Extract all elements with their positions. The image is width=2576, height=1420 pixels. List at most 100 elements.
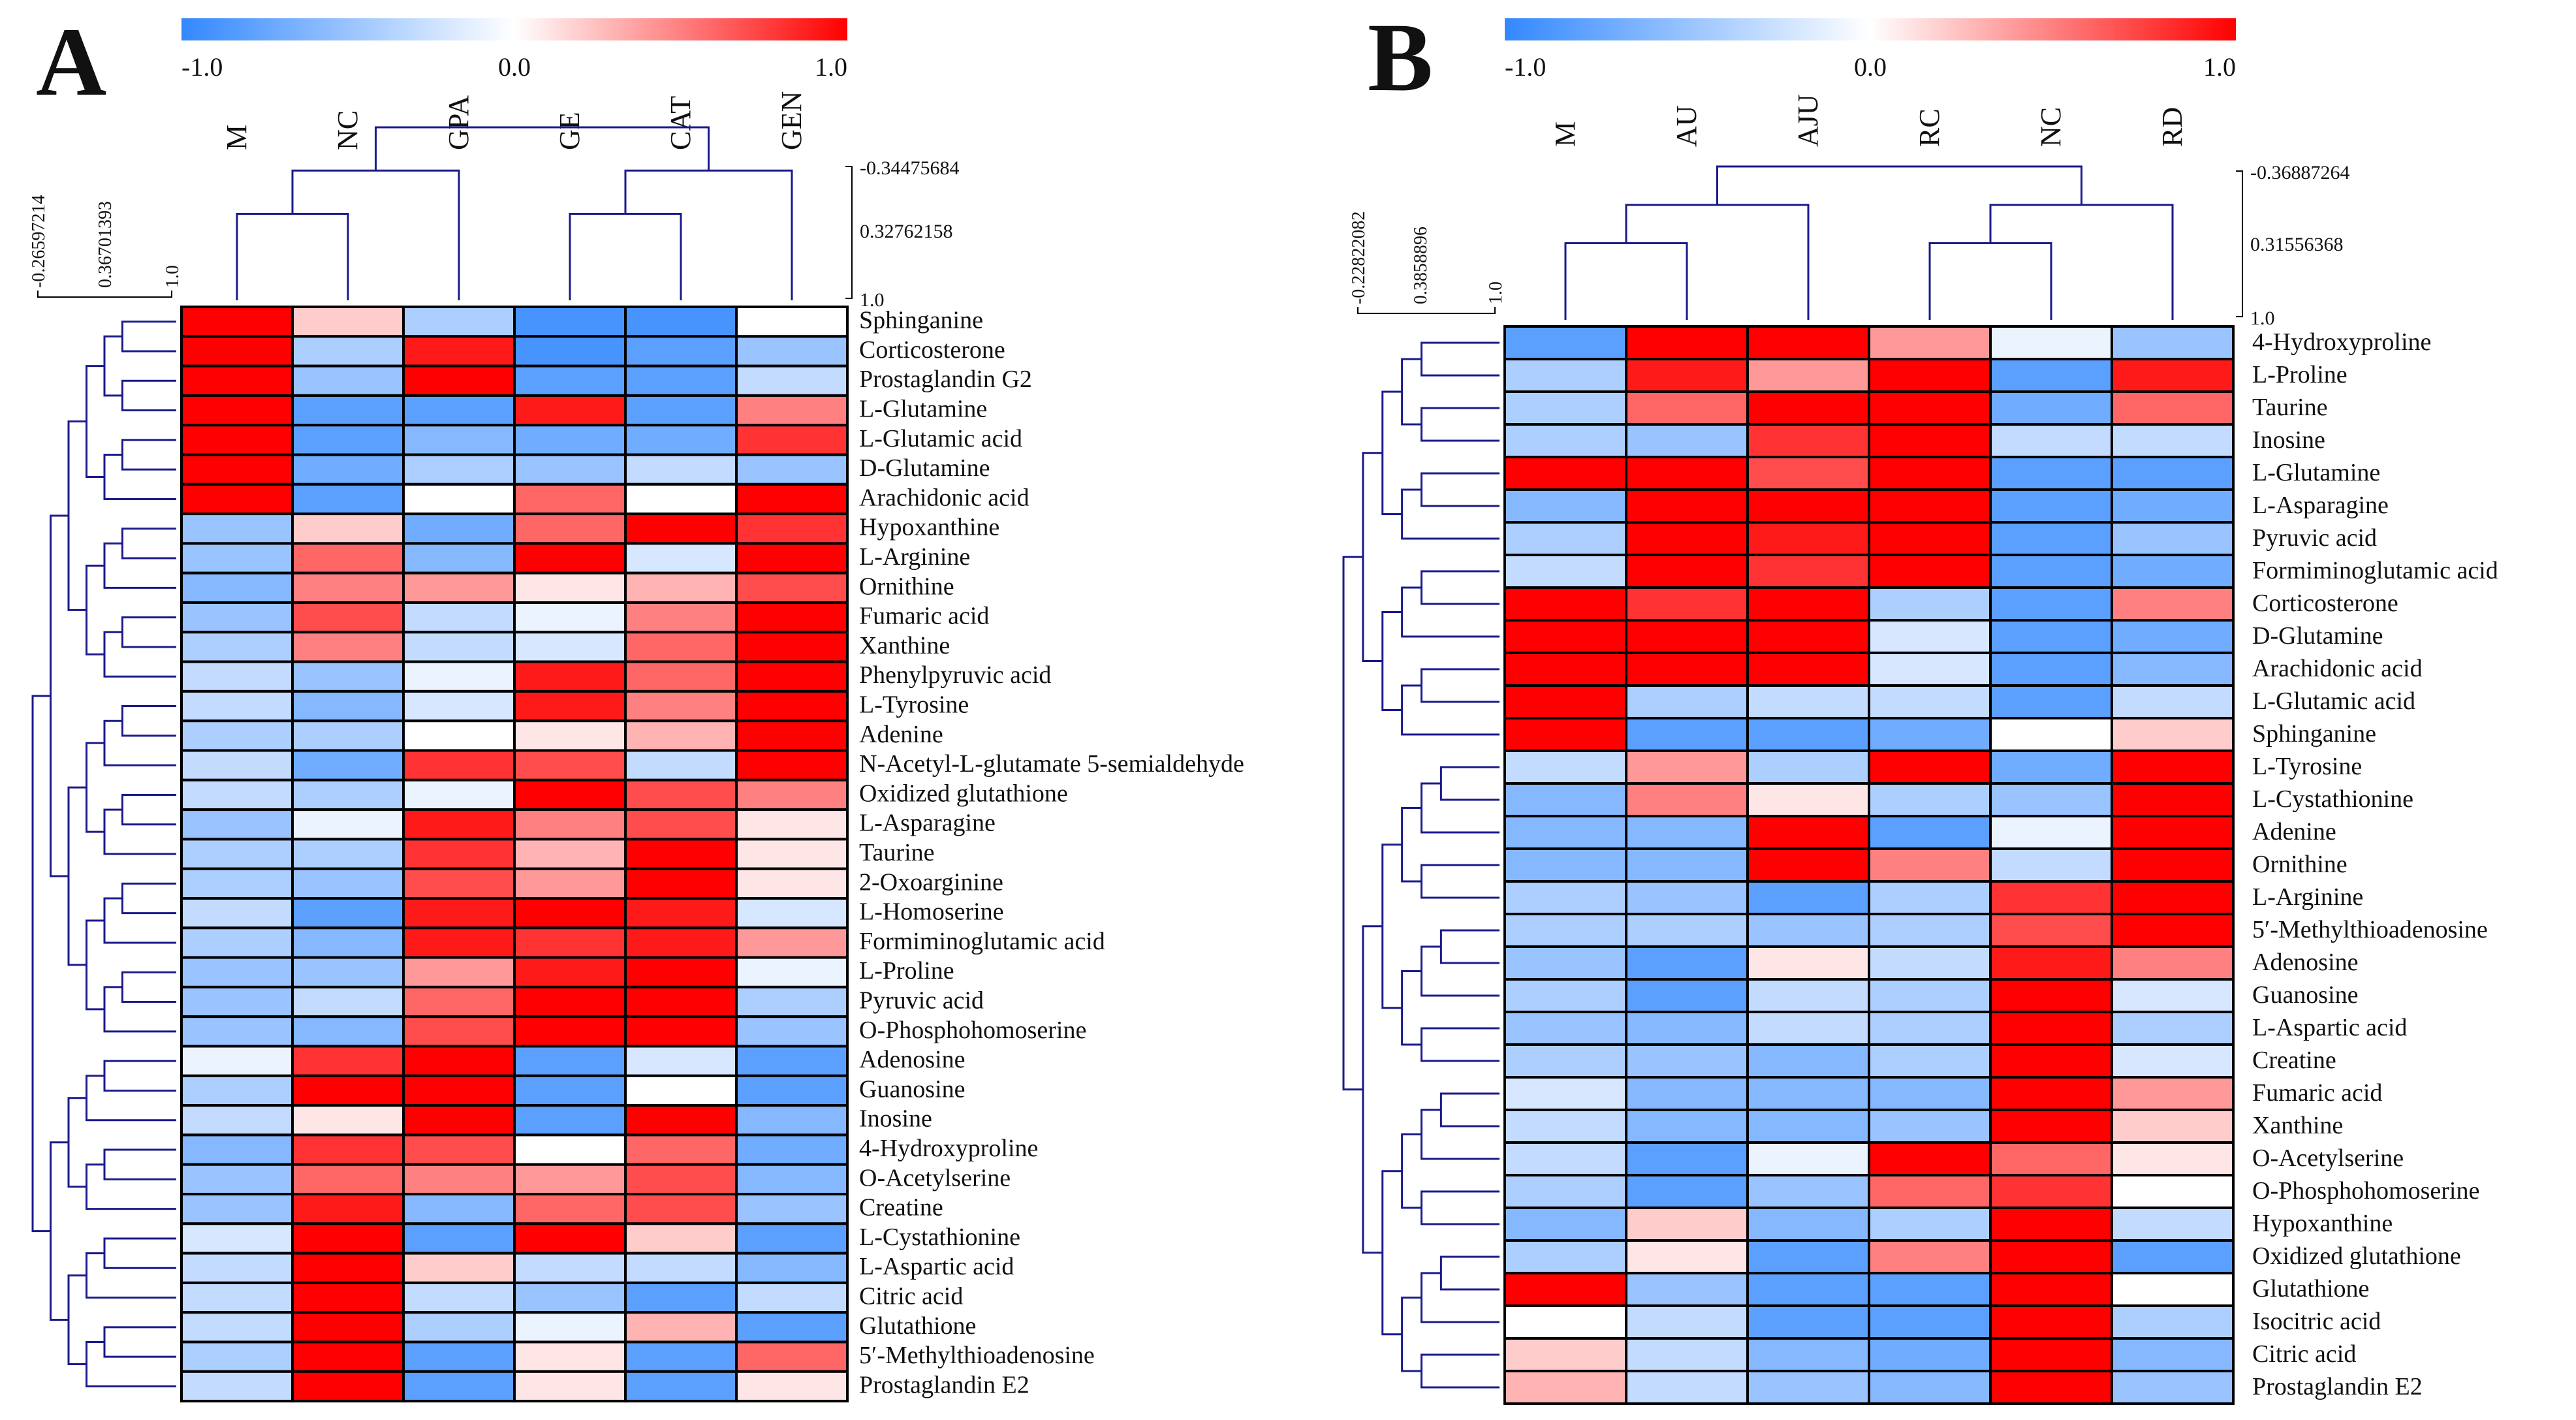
column-dendrogram-link [236,213,349,300]
heatmap-cell [1503,1174,1627,1209]
heatmap-cell [1989,488,2113,524]
heatmap-cell [180,956,294,988]
heatmap-cell [735,985,849,1018]
heatmap-cell [513,1104,627,1137]
heatmap-cell [1625,1043,1749,1079]
heatmap-cell [1503,1370,1627,1405]
heatmap-cell [291,1015,405,1048]
heatmap-cell [402,1015,516,1048]
heatmap-cell [1746,1109,1870,1144]
heatmap-cell [624,482,738,516]
column-dendrogram-link [291,169,460,300]
heatmap-cell [180,364,294,397]
heatmap-cell [1746,880,1870,915]
row-label: Guanosine [2252,981,2359,1009]
heatmap-cell [1989,1207,2113,1242]
heatmap-cell [1746,1370,1870,1405]
heatmap-cell [180,749,294,781]
heatmap-cell [2111,1141,2235,1176]
heatmap-cell [624,926,738,959]
row-dendrogram-link [86,1075,176,1122]
row-label: L-Arginine [859,543,970,571]
heatmap-cell [735,956,849,988]
row-dendrogram-link [103,631,176,678]
heatmap-cell [402,1340,516,1373]
heatmap-cell [180,1281,294,1314]
heatmap-cell [291,513,405,545]
heatmap-cell [1625,1239,1749,1274]
column-dendrogram-link [1928,242,2052,320]
row-label: Xanthine [2252,1112,2343,1139]
heatmap-cell [180,808,294,841]
heatmap-cell [1746,749,1870,785]
row-label: Sphinganine [859,307,983,334]
row-label: L-Glutamic acid [859,425,1022,452]
heatmap-cell [180,1340,294,1373]
heatmap-cell [513,306,627,338]
heatmap-cell [1503,423,1627,458]
heatmap-cell [291,985,405,1018]
heatmap-cell [735,1104,849,1137]
heatmap-cell [1503,880,1627,915]
heatmap-cell [624,838,738,870]
heatmap-cell [402,1074,516,1107]
heatmap-cell [735,749,849,781]
heatmap-cell [513,1311,627,1344]
heatmap-cell [513,838,627,870]
heatmap-cell [1625,652,1749,687]
heatmap-cell [1868,684,1992,719]
heatmap-cell [1746,1076,1870,1111]
column-label: M [1549,121,1581,147]
heatmap-cell [1625,749,1749,785]
row-label: L-Aspartic acid [859,1253,1014,1280]
heatmap-cell [291,335,405,368]
row-dendrogram-link [103,719,176,766]
panel-letter: A [36,8,106,116]
heatmap-cell [1503,1304,1627,1340]
row-dendrogram-link [1421,1109,1500,1160]
row-scale-axis [1357,307,1496,314]
heatmap-cell [513,1252,627,1284]
row-label: Citric acid [2252,1340,2356,1368]
row-label: Hypoxanthine [2252,1210,2393,1237]
row-label: Arachidonic acid [2252,655,2423,682]
row-label: Phenylpyruvic acid [859,661,1051,689]
row-dendrogram-link [1421,782,1500,834]
heatmap-cell [513,1222,627,1255]
heatmap-cell [624,1222,738,1255]
heatmap-cell [1625,1337,1749,1372]
heatmap-cell [1503,521,1627,556]
heatmap-cell [624,394,738,427]
heatmap-cell [1746,488,1870,524]
heatmap-cell [1746,423,1870,458]
row-dendrogram-link [1381,390,1402,515]
heatmap-cell [1746,325,1870,360]
heatmap-cell [402,482,516,516]
column-label: RD [2156,107,2188,147]
heatmap-cell [2111,913,2235,948]
heatmap-cell [402,335,516,368]
heatmap-panel-b: B -1.0 0.0 1.0 M AU AJU RC NC RD 4-Hydroxyproline L… [1342,3,2498,1405]
row-label: L-Glutamine [2252,459,2380,486]
heatmap-cell [513,956,627,988]
heatmap-cell [1503,1141,1627,1176]
row-label: L-Asparagine [859,810,996,837]
heatmap-cell [402,956,516,988]
row-label: L-Tyrosine [859,691,969,719]
column-dendrogram-link [1564,242,1688,320]
heatmap-cell [402,1252,516,1284]
heatmap-cell [1746,521,1870,556]
heatmap-cell [735,542,849,575]
heatmap-cell [624,1311,738,1344]
heatmap-cell [1746,945,1870,981]
row-label: Corticosterone [859,336,1005,364]
heatmap-cell [624,1252,738,1284]
heatmap-cell [513,542,627,575]
heatmap-cell [291,749,405,781]
colorbar [1505,18,2236,40]
heatmap-cell [513,808,627,841]
heatmap-cell [180,838,294,870]
heatmap-cell [1868,1174,1992,1209]
heatmap-cell [513,897,627,930]
